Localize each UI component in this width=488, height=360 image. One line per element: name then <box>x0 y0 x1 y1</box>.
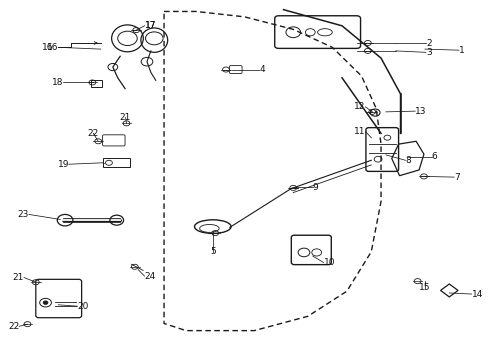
Text: 12: 12 <box>353 102 365 111</box>
Text: 21: 21 <box>13 273 24 282</box>
Bar <box>103 158 130 167</box>
Text: 2: 2 <box>425 39 430 48</box>
Text: 17: 17 <box>144 21 156 30</box>
Text: 16: 16 <box>47 43 58 52</box>
Text: 22: 22 <box>87 129 99 138</box>
Text: 11: 11 <box>353 127 365 136</box>
Text: 16: 16 <box>42 43 53 52</box>
Text: 20: 20 <box>78 302 89 311</box>
Text: 3: 3 <box>425 48 431 57</box>
Text: 22: 22 <box>8 322 19 331</box>
Text: 19: 19 <box>58 160 69 169</box>
Text: 9: 9 <box>312 183 318 192</box>
Text: 21: 21 <box>120 113 131 122</box>
Text: 7: 7 <box>453 173 459 182</box>
Text: 15: 15 <box>418 283 430 292</box>
Text: 4: 4 <box>259 65 264 74</box>
Text: 13: 13 <box>414 107 426 116</box>
Text: 14: 14 <box>471 289 482 298</box>
Circle shape <box>43 301 48 305</box>
Bar <box>91 80 102 87</box>
Text: 1: 1 <box>458 46 464 55</box>
Text: 8: 8 <box>405 156 410 165</box>
Text: 6: 6 <box>431 152 437 161</box>
Text: 23: 23 <box>18 210 29 219</box>
Text: 17: 17 <box>144 21 156 30</box>
Text: 18: 18 <box>52 78 63 87</box>
Text: 10: 10 <box>323 258 334 267</box>
Text: 24: 24 <box>144 271 156 280</box>
Text: 5: 5 <box>209 247 215 256</box>
